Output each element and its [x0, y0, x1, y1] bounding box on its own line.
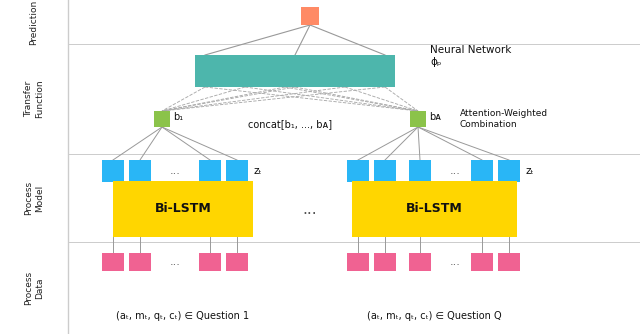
Bar — [226, 160, 248, 182]
Bar — [199, 253, 221, 271]
Bar — [347, 160, 369, 182]
Bar — [129, 253, 151, 271]
Bar — [471, 160, 493, 182]
Text: ...: ... — [303, 201, 317, 216]
Text: Prediction: Prediction — [29, 0, 38, 45]
Text: (aₜ, mₜ, qₜ, cₜ) ∈ Question Q: (aₜ, mₜ, qₜ, cₜ) ∈ Question Q — [367, 311, 501, 321]
Bar — [410, 111, 426, 127]
Text: $\hat{y}$: $\hat{y}$ — [305, 0, 315, 2]
Text: Process
Model: Process Model — [24, 181, 44, 215]
Text: bᴀ: bᴀ — [429, 112, 441, 122]
Bar — [154, 111, 170, 127]
Bar — [301, 7, 319, 25]
Text: zₜ: zₜ — [526, 166, 534, 176]
Text: Attention-Weighted
Combination: Attention-Weighted Combination — [460, 109, 548, 129]
Bar — [195, 55, 395, 87]
Text: Bi-LSTM: Bi-LSTM — [406, 202, 462, 215]
Bar — [374, 253, 396, 271]
Bar — [199, 160, 221, 182]
Text: zₜ: zₜ — [254, 166, 262, 176]
Bar — [129, 160, 151, 182]
Bar — [498, 253, 520, 271]
Bar — [374, 160, 396, 182]
Bar — [113, 181, 253, 237]
Text: Bi-LSTM: Bi-LSTM — [155, 202, 211, 215]
Text: Process
Data: Process Data — [24, 271, 44, 305]
Bar — [409, 160, 431, 182]
Bar — [102, 160, 124, 182]
Text: b₁: b₁ — [173, 112, 183, 122]
Bar — [351, 181, 516, 237]
Bar — [102, 253, 124, 271]
Text: ...: ... — [449, 257, 460, 267]
Bar — [226, 253, 248, 271]
Text: concat[b₁, ..., bᴀ]: concat[b₁, ..., bᴀ] — [248, 119, 332, 129]
Bar — [498, 160, 520, 182]
Bar — [347, 253, 369, 271]
Text: Neural Network
ϕₚ: Neural Network ϕₚ — [430, 45, 511, 67]
Text: ...: ... — [170, 257, 180, 267]
Text: ...: ... — [170, 166, 180, 176]
Text: ...: ... — [449, 166, 460, 176]
Text: (aₜ, mₜ, qₜ, cₜ) ∈ Question 1: (aₜ, mₜ, qₜ, cₜ) ∈ Question 1 — [116, 311, 250, 321]
Text: Transfer
Function: Transfer Function — [24, 80, 44, 118]
Bar — [471, 253, 493, 271]
Bar — [409, 253, 431, 271]
